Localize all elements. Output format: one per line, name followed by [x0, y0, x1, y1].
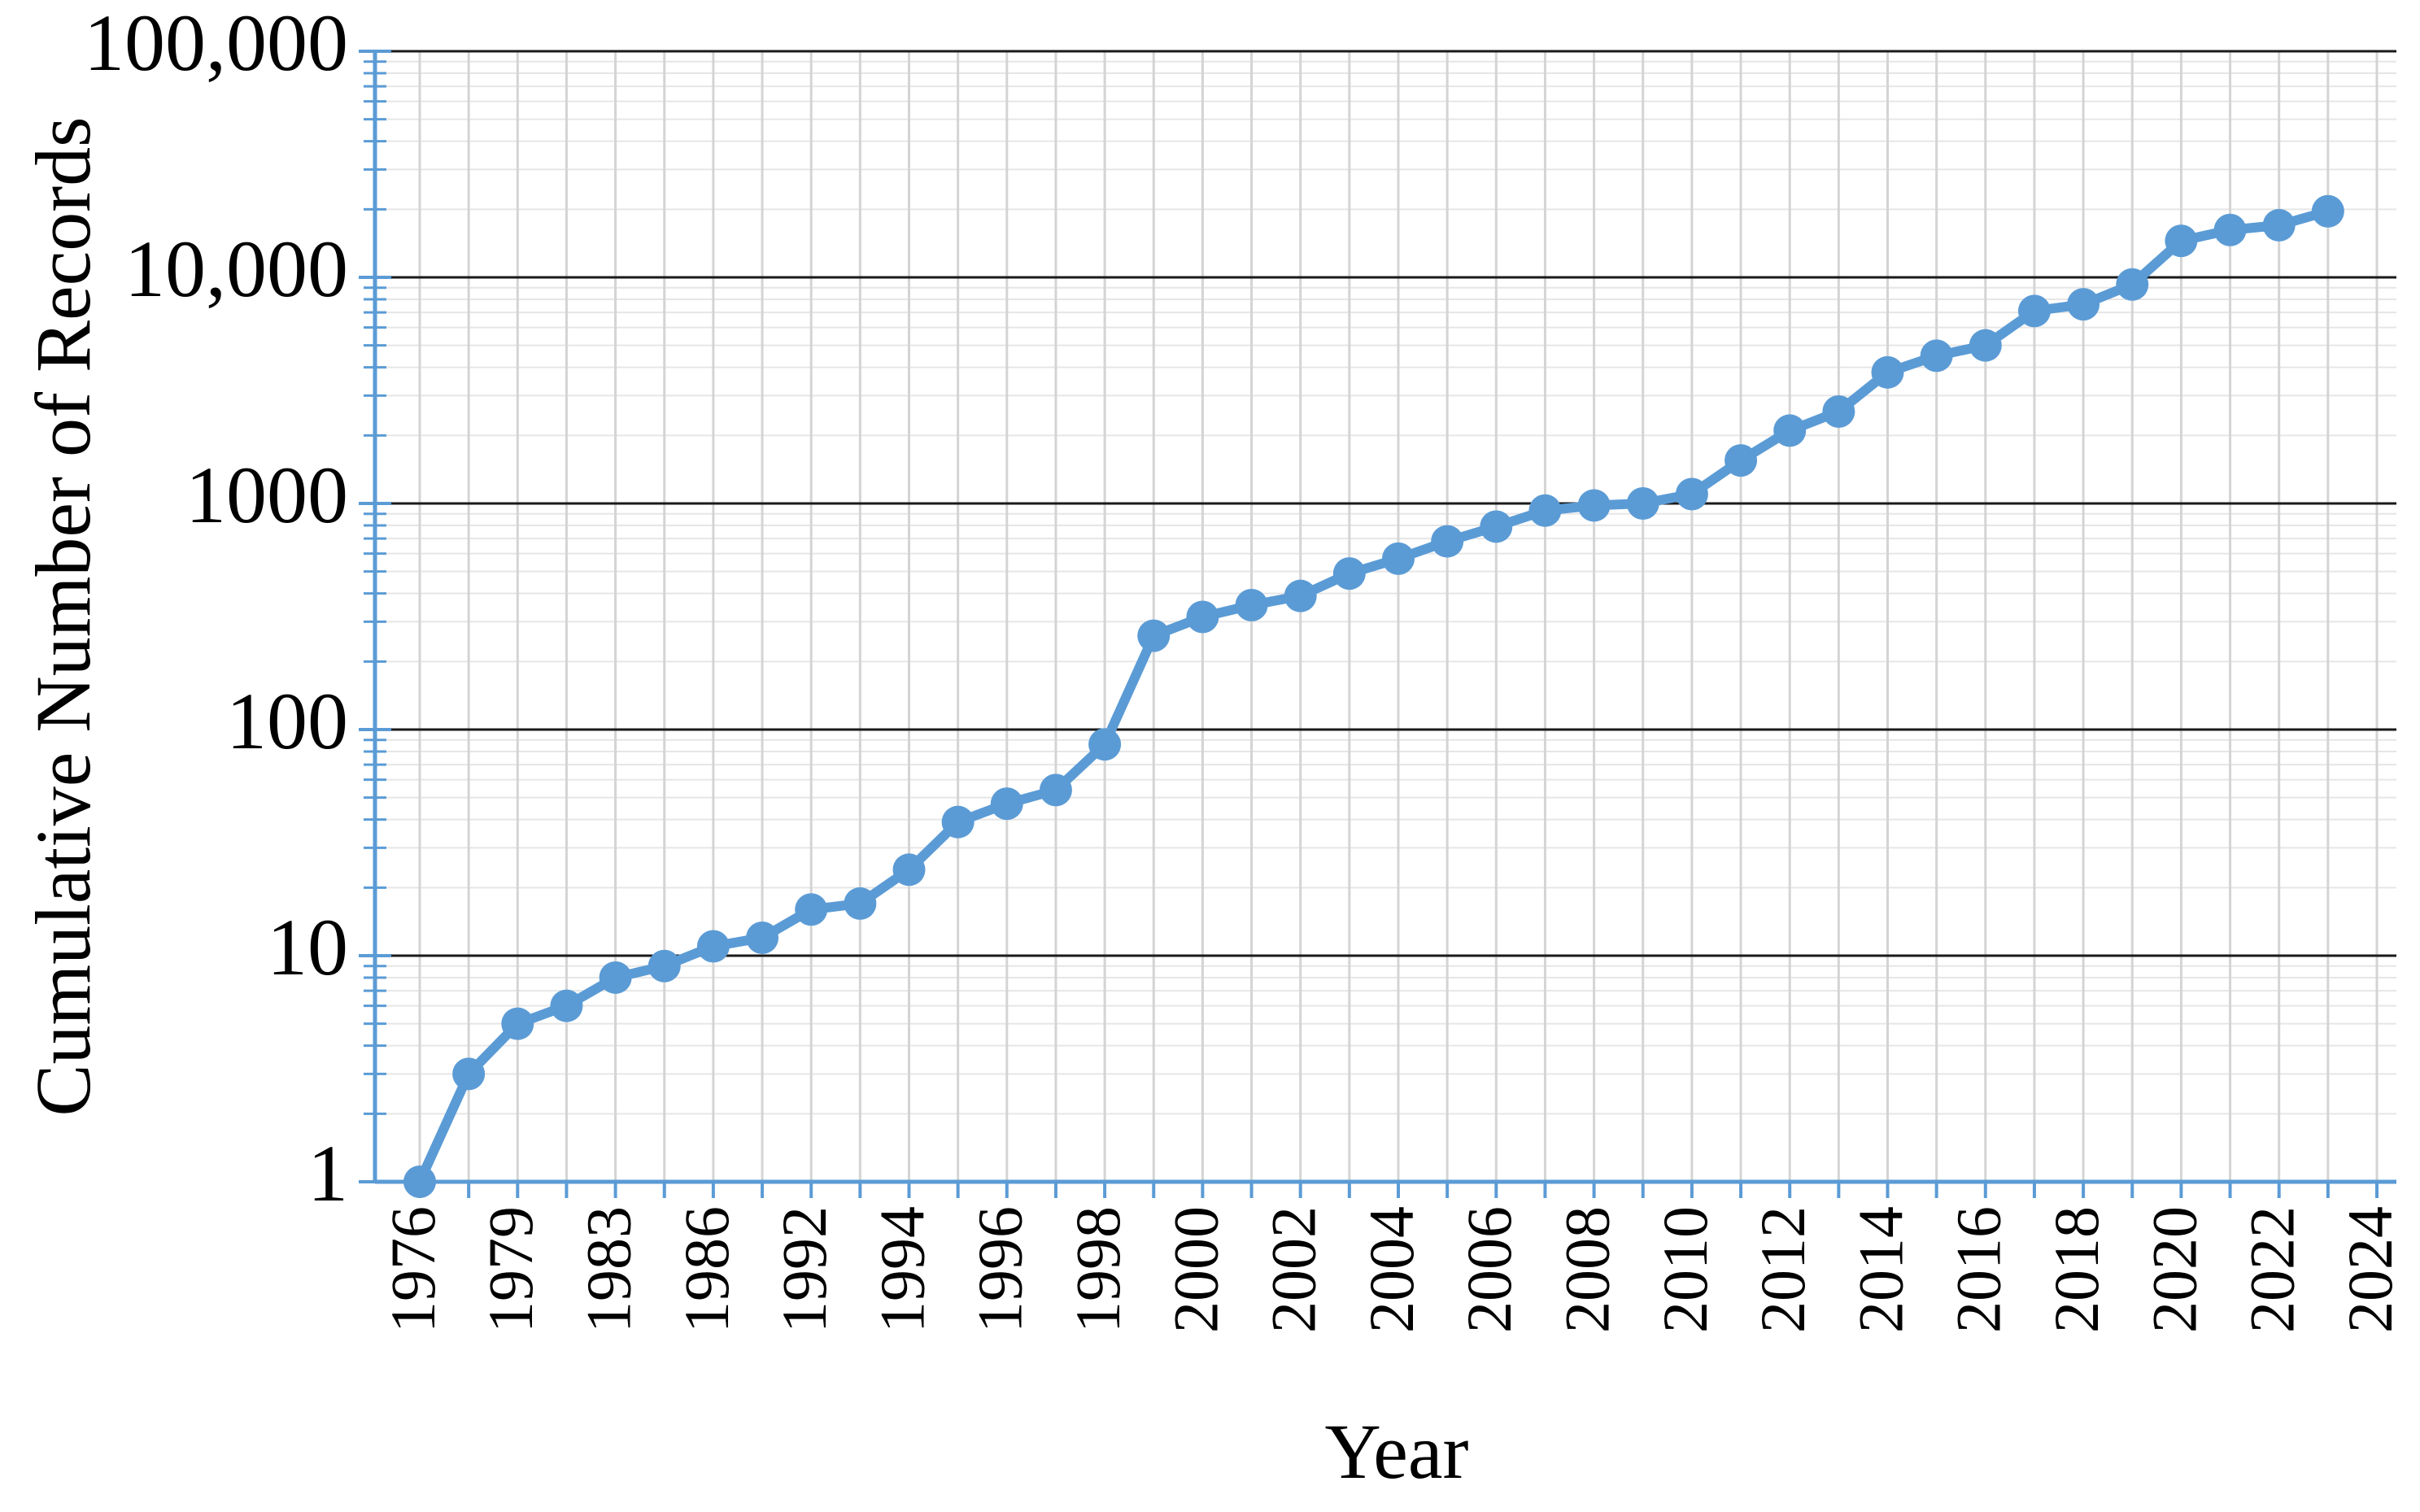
data-point: [2213, 213, 2247, 246]
x-tick-label: 2010: [1650, 1206, 1720, 1333]
x-tick-label: 1986: [671, 1206, 742, 1333]
data-point: [941, 805, 975, 839]
data-point: [1382, 542, 1415, 575]
data-point: [1871, 355, 1904, 389]
data-point: [1186, 600, 1219, 634]
data-point: [2116, 268, 2149, 301]
data-point: [2067, 288, 2100, 321]
data-point: [403, 1166, 436, 1198]
axes: 1976 1979 1983 1986 1992 1994 1996 1998 2000 2002…: [84, 0, 2405, 1333]
data-point: [2262, 208, 2296, 242]
x-tick-label: 2012: [1747, 1206, 1818, 1333]
y-tick-label: 1: [307, 1128, 348, 1218]
data-point: [550, 989, 583, 1022]
data-point: [1235, 589, 1268, 622]
data-point: [746, 921, 779, 954]
data-point: [892, 853, 926, 887]
data-point: [599, 961, 632, 994]
data-point: [1626, 487, 1659, 520]
x-tick-label: 2018: [2041, 1206, 2112, 1333]
data-point: [1920, 339, 1953, 373]
data-point: [2017, 294, 2051, 328]
data-point: [1480, 510, 1513, 543]
data-point: [1088, 728, 1122, 761]
x-tick-label: 2006: [1454, 1206, 1524, 1333]
data-point: [844, 887, 877, 920]
data-point: [1577, 489, 1611, 522]
data-point: [452, 1057, 486, 1091]
data: [403, 194, 2344, 1198]
x-tick-label: 2008: [1552, 1206, 1623, 1333]
data-point: [1725, 444, 1758, 477]
data-point: [696, 930, 730, 963]
x-tick-label: 2024: [2335, 1206, 2405, 1333]
y-tick-label: 1000: [185, 450, 348, 540]
data-point: [1969, 329, 2002, 362]
data-point: [501, 1007, 534, 1040]
data-point: [1039, 773, 1072, 807]
x-tick-label: 1992: [769, 1206, 839, 1333]
x-tick-label: 2016: [1943, 1206, 2014, 1333]
data-point: [1528, 494, 1562, 527]
y-tick-label: 10: [267, 902, 348, 992]
x-tick-label: 2002: [1258, 1206, 1329, 1333]
data-point: [795, 893, 828, 926]
x-tick-label: 1998: [1062, 1206, 1133, 1333]
data-point: [1675, 477, 1708, 511]
y-axis-title: Cumulative Number of Records: [20, 116, 107, 1116]
y-tick-label: 100: [226, 676, 348, 766]
x-tick-label: 2004: [1356, 1206, 1427, 1333]
grid: [375, 50, 2396, 1183]
x-tick-label: 2000: [1160, 1206, 1231, 1333]
data-line: [415, 206, 2330, 1184]
data-point: [2165, 224, 2198, 258]
data-point: [1773, 414, 1807, 447]
data-point: [1431, 525, 1464, 558]
x-tick-label: 1976: [377, 1206, 448, 1333]
data-point: [1822, 394, 1855, 428]
data-point: [2311, 194, 2344, 228]
x-tick-label: 1979: [475, 1206, 546, 1333]
x-tick-label: 1994: [866, 1206, 937, 1333]
y-tick-label: 10,000: [124, 224, 348, 314]
x-tick-label: 1983: [573, 1206, 644, 1333]
data-point: [990, 787, 1023, 821]
x-tick-label: 2020: [2139, 1206, 2209, 1333]
x-axis-title: Year: [1325, 1408, 1469, 1495]
data-point: [1137, 619, 1171, 652]
data-point: [1332, 557, 1366, 590]
x-tick-label: 2014: [1845, 1206, 1916, 1333]
data-point: [1284, 579, 1317, 612]
y-tick-label: 100,000: [84, 0, 348, 88]
x-tick-label: 1996: [965, 1206, 1036, 1333]
data-point: [648, 949, 681, 983]
x-tick-label: 2022: [2237, 1206, 2308, 1333]
